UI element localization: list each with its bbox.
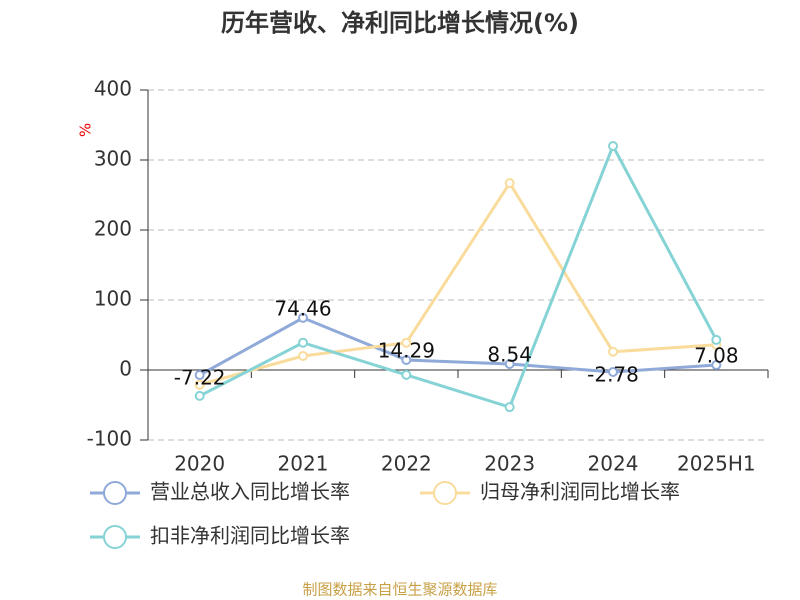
series-line (198, 142, 718, 409)
y-tick-label: 0 (119, 357, 132, 381)
legend-label: 扣非净利润同比增长率 (150, 524, 350, 548)
x-tick-label: 2023 (484, 452, 535, 476)
data-point (194, 379, 205, 390)
series-line (199, 180, 717, 387)
series-line (198, 316, 717, 377)
data-point (608, 366, 618, 377)
legend-marker (103, 525, 127, 549)
x-tick-label: 2020 (174, 452, 225, 476)
data-point (401, 354, 412, 365)
data-point (194, 370, 205, 381)
x-tick-label: 2024 (588, 452, 639, 476)
data-point (504, 359, 515, 370)
data-point (401, 369, 412, 380)
data-point (298, 337, 308, 348)
source-note: 制图数据来自恒生聚源数据库 (302, 581, 497, 599)
data-point (298, 351, 308, 361)
y-tick-label: 300 (94, 147, 132, 171)
data-label: 8.54 (487, 343, 532, 367)
legend-label: 营业总收入同比增长率 (150, 480, 350, 504)
data-label: 7.08 (694, 344, 739, 368)
data-point (608, 141, 618, 151)
data-point (711, 334, 722, 345)
data-point (298, 312, 308, 323)
data-point (504, 402, 515, 413)
y-axis-label: % (77, 123, 95, 137)
data-point (711, 360, 722, 371)
data-label: -7.22 (174, 366, 226, 390)
legend-label: 归母净利润同比增长率 (480, 480, 680, 504)
data-point (194, 390, 205, 401)
x-tick-label: 2021 (278, 452, 329, 476)
y-tick-label: 100 (94, 287, 132, 311)
legend-marker (433, 481, 457, 505)
data-label: 14.29 (378, 338, 435, 362)
data-label: 74.46 (274, 296, 331, 320)
data-point (504, 178, 515, 189)
data-point (401, 337, 412, 348)
data-label: -2.78 (587, 362, 639, 386)
y-tick-label: -100 (87, 427, 132, 451)
legend-marker (103, 481, 127, 505)
x-tick-label: 2022 (381, 452, 432, 476)
chart-title: 历年营收、净利同比增长情况(%) (221, 9, 579, 37)
x-tick-label: 2025H1 (677, 452, 756, 476)
data-point (608, 346, 618, 357)
y-tick-label: 400 (94, 77, 132, 101)
y-tick-label: 200 (94, 217, 132, 241)
